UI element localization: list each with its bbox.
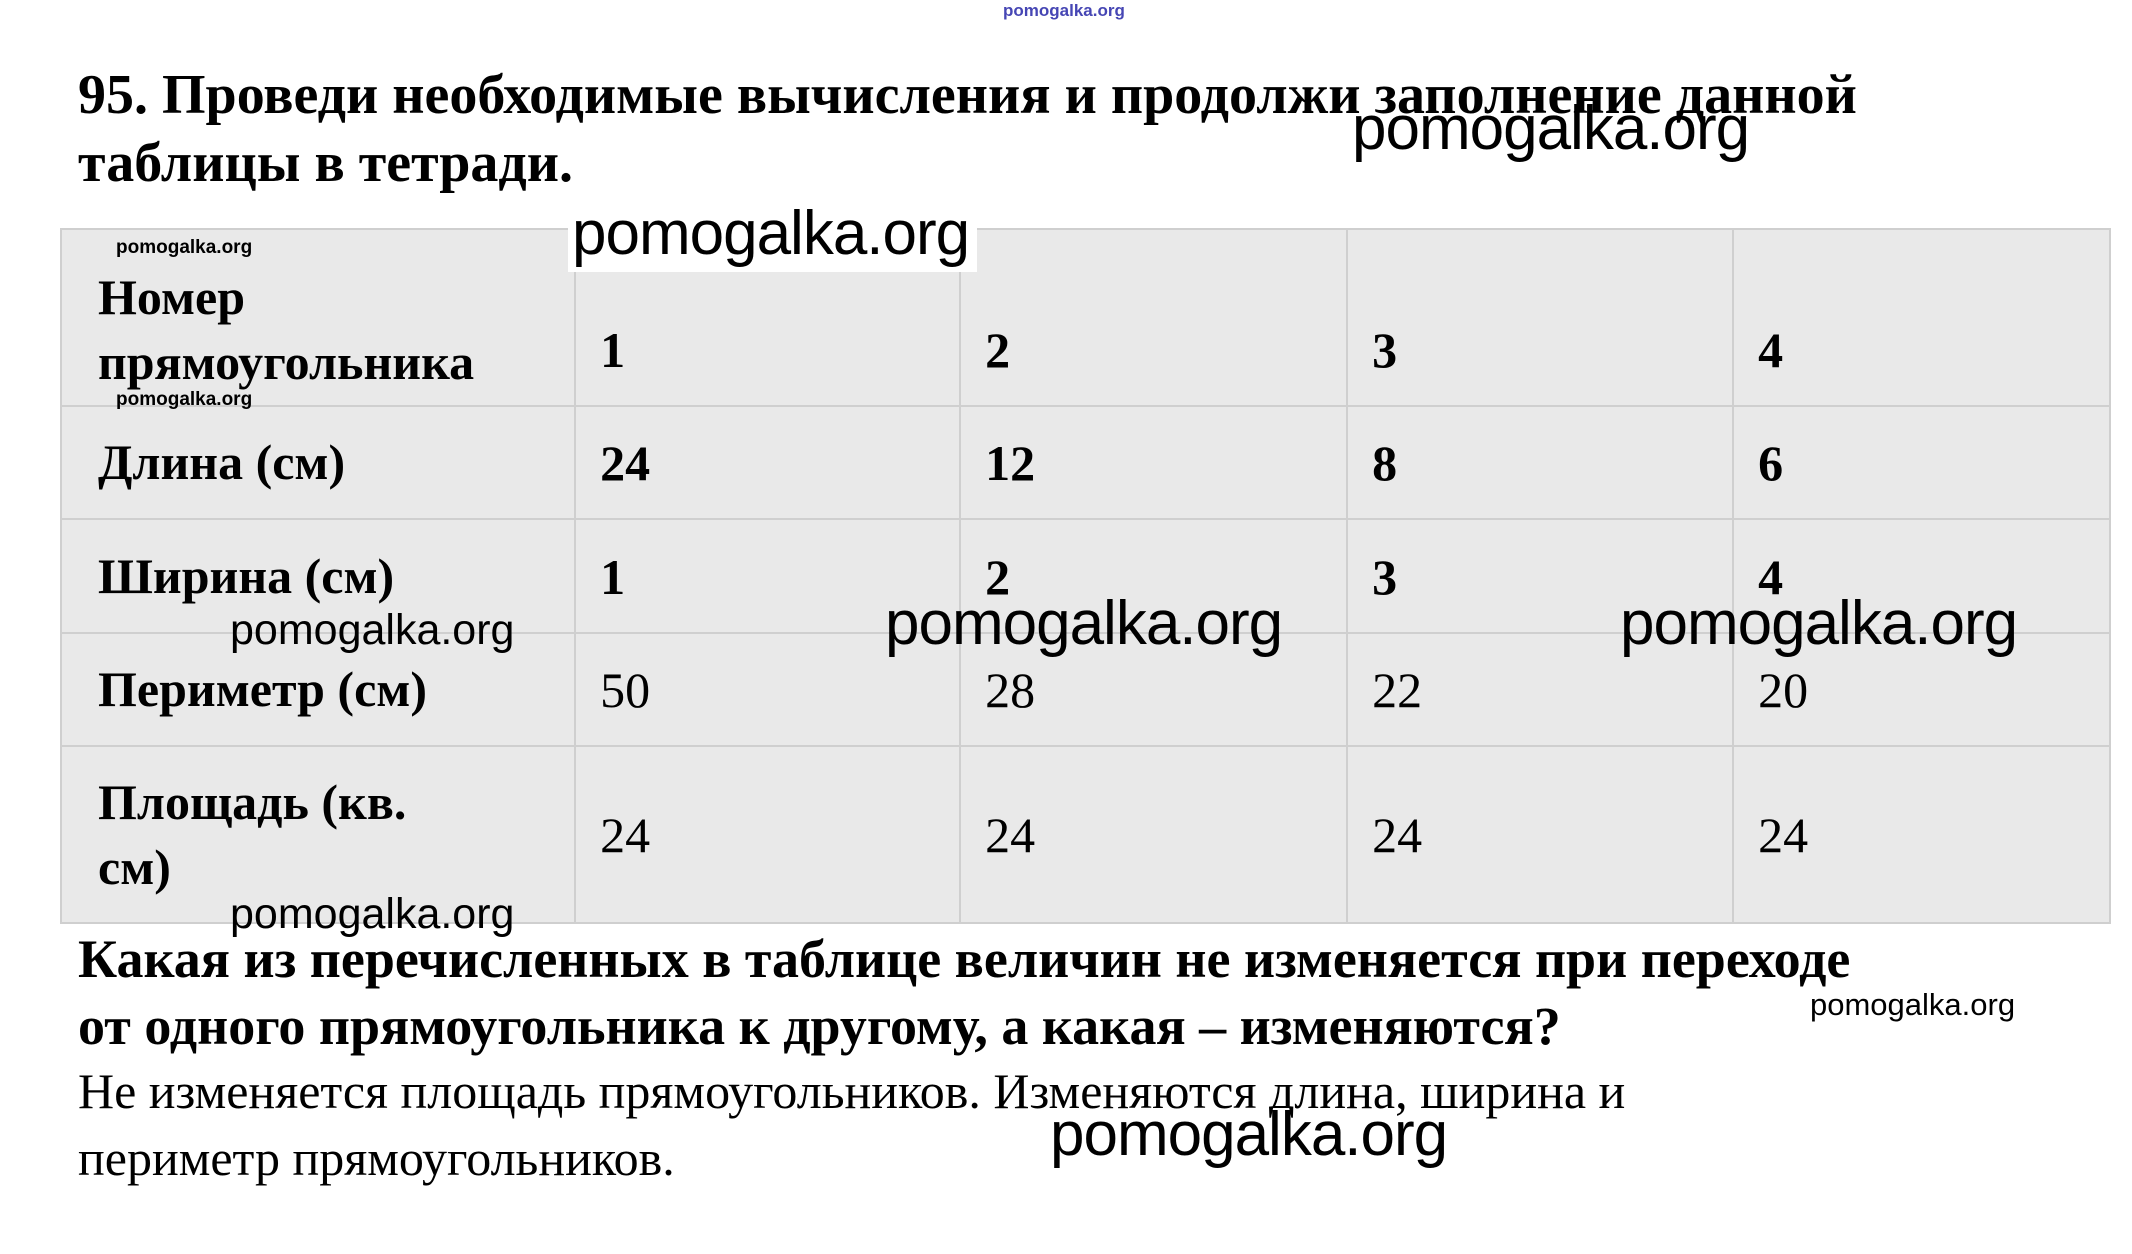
table-row-perimeter: Периметр (см) 50 28 22 20	[59, 632, 2112, 747]
question-line1: Какая из перечисленных в таблице величин…	[78, 929, 1851, 989]
cell-width-4: 4	[1732, 518, 2112, 634]
cell-number-3: 3	[1346, 228, 1735, 407]
answer-line2: периметр прямоугольников.	[78, 1130, 675, 1186]
cell-perimeter-2: 28	[959, 632, 1349, 747]
cell-width-1: 1	[574, 518, 962, 634]
rectangles-table: Номер прямоугольника 1 2 3 4 Длина (см) …	[59, 228, 2112, 924]
watermark-question-right: pomogalka.org	[1810, 987, 2016, 1022]
cell-width-2: 2	[959, 518, 1349, 634]
cell-number-2: 2	[959, 228, 1349, 407]
cell-area-1: 24	[574, 745, 962, 924]
watermark-headercell-top: pomogalka.org	[116, 237, 253, 258]
watermark-below-table: pomogalka.org	[230, 890, 515, 938]
cell-length-2: 12	[959, 405, 1349, 520]
row-label: Длина (см)	[59, 405, 577, 520]
row-label: Ширина (см)	[59, 518, 577, 634]
table-row-number: Номер прямоугольника 1 2 3 4	[59, 228, 2112, 407]
cell-length-4: 6	[1732, 405, 2112, 520]
cell-perimeter-4: 20	[1732, 632, 2112, 747]
row-label: Периметр (см)	[59, 632, 577, 747]
cell-area-3: 24	[1346, 745, 1735, 924]
table-row-length: Длина (см) 24 12 8 6	[59, 405, 2112, 520]
watermark-perimeter-label: pomogalka.org	[230, 606, 515, 654]
cell-area-4: 24	[1732, 745, 2112, 924]
cell-number-4: 4	[1732, 228, 2112, 407]
cell-area-2: 24	[959, 745, 1349, 924]
watermark-title-right: pomogalka.org	[1352, 94, 1750, 163]
cell-perimeter-1: 50	[574, 632, 962, 747]
row-label: Номер прямоугольника	[59, 228, 577, 407]
watermark-answer: pomogalka.org	[1050, 1100, 1448, 1169]
answer-line1: Не изменяется площадь прямоугольников. И…	[78, 1063, 1626, 1119]
watermark-table-middle-right: pomogalka.org	[1620, 589, 2018, 658]
watermark-table-top: pomogalka.org	[568, 198, 978, 273]
question-line2: от одного прямоугольника к другому, а ка…	[78, 996, 1561, 1056]
table-row-area: Площадь (кв. см) 24 24 24 24	[59, 745, 2112, 924]
exercise-title-line1: 95. Проведи необходимые вычисления и про…	[78, 64, 1857, 126]
exercise-title-line2: таблицы в тетради.	[78, 132, 574, 194]
cell-length-1: 24	[574, 405, 962, 520]
watermark-headercell-bottom: pomogalka.org	[116, 389, 253, 410]
row-label: Площадь (кв. см)	[59, 745, 577, 924]
table-row-width: Ширина (см) 1 2 3 4	[59, 518, 2112, 634]
cell-width-3: 3	[1346, 518, 1735, 634]
watermark-table-middle-left: pomogalka.org	[885, 589, 1283, 658]
cell-length-3: 8	[1346, 405, 1735, 520]
watermark-top-blue: pomogalka.org	[1003, 1, 1125, 20]
cell-perimeter-3: 22	[1346, 632, 1735, 747]
